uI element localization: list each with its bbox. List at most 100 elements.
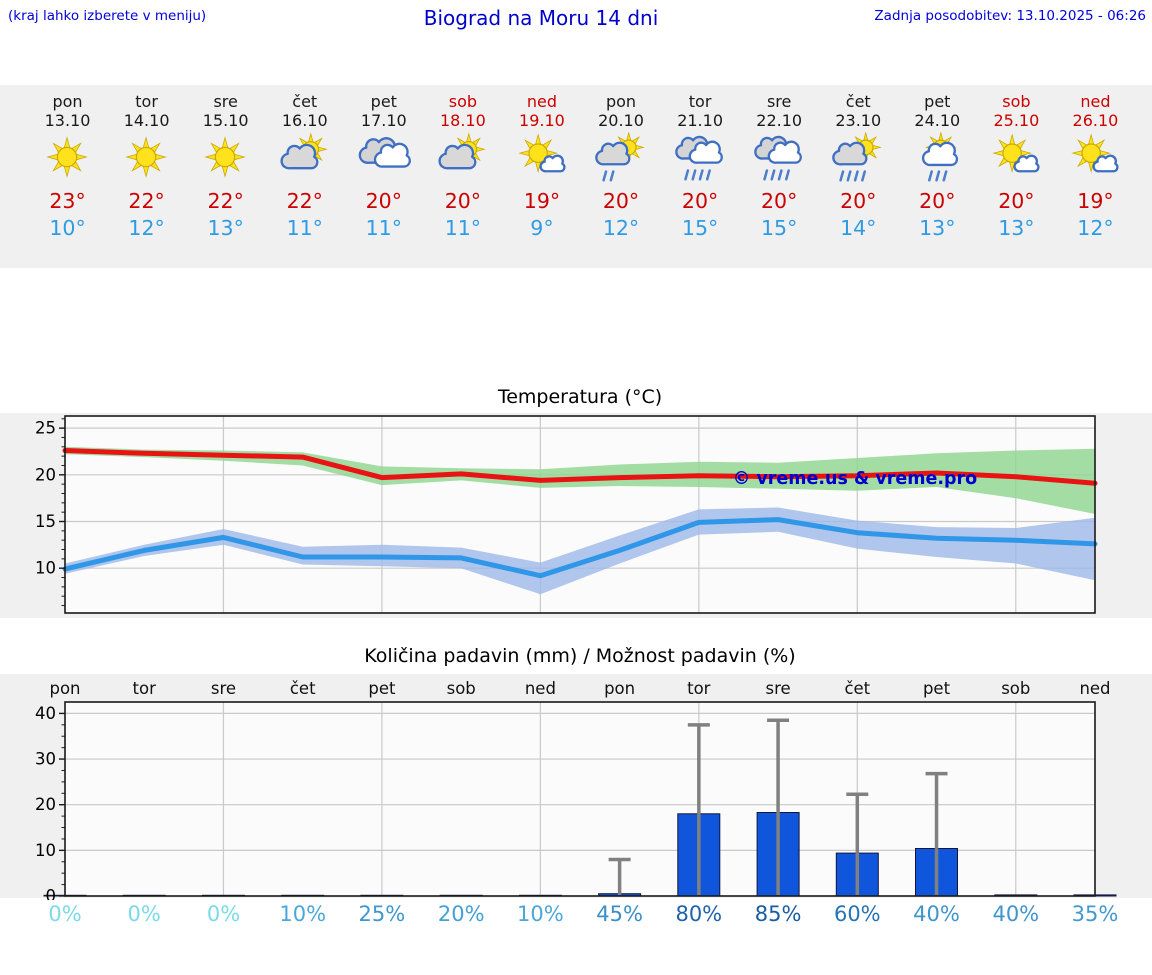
svg-text:pon: pon [49, 679, 80, 698]
precip-probability: 10% [517, 902, 564, 926]
daily-forecast-strip: pon 13.10 23° 10° tor 14.10 22° 12° sre 15.10 22° 1… [0, 85, 1152, 268]
clouds-rain-icon [754, 135, 803, 181]
high-temperature: 20° [840, 189, 877, 213]
precip-probability: 35% [1071, 902, 1119, 926]
high-temperature: 20° [761, 189, 798, 213]
forecast-day-15.10[interactable]: sre 15.10 22° 13° [186, 85, 265, 268]
choose-place-hint[interactable]: (kraj lahko izberete v meniju) [8, 8, 207, 24]
precip-probability: 40% [913, 902, 960, 926]
forecast-day-17.10[interactable]: pet 17.10 20° 11° [344, 85, 423, 268]
day-name: sre [766, 92, 792, 111]
sun-cloud-icon [438, 132, 486, 170]
svg-text:pon: pon [604, 679, 635, 698]
svg-text:tor: tor [687, 679, 711, 698]
low-temperature: 14° [840, 216, 877, 240]
low-temperature: 15° [761, 216, 798, 240]
low-temperature: 9° [530, 216, 554, 240]
svg-text:15: 15 [35, 512, 56, 531]
low-temperature: 15° [681, 216, 719, 240]
day-date: 22.10 [756, 111, 803, 130]
precipitation-probability-row: 0% 0% 0% 10% 25% 20% 10% 45% 80% 85% 60% 40% 40% 35% [0, 899, 1152, 931]
sun-cloud-rain-icon [595, 132, 645, 182]
forecast-day-21.10[interactable]: tor 21.10 20° 15° [661, 85, 740, 268]
high-temperature: 20° [681, 189, 719, 213]
sun-small-cloud-icon [1071, 133, 1119, 174]
forecast-day-25.10[interactable]: sob 25.10 20° 13° [977, 85, 1056, 268]
sun-cloud-rain-icon [832, 132, 882, 182]
day-name: pet [924, 92, 951, 111]
svg-text:ned: ned [525, 679, 556, 698]
precip-probability: 40% [992, 902, 1040, 926]
svg-text:čet: čet [844, 679, 870, 698]
day-name: tor [688, 92, 712, 111]
day-name: pet [370, 92, 397, 111]
precipitation-chart: pon tor sre čet pet sob ned pon tor sre čet pet sob n… [0, 674, 1152, 906]
svg-text:sre: sre [211, 679, 236, 698]
day-name: sob [1002, 92, 1031, 111]
day-date: 25.10 [993, 111, 1040, 130]
forecast-day-26.10[interactable]: ned 26.10 19° 12° [1056, 85, 1135, 268]
svg-text:čet: čet [290, 679, 316, 698]
high-temperature: 19° [1077, 189, 1114, 213]
day-name: ned [526, 92, 558, 111]
precipitation-chart-title: Količina padavin (mm) / Možnost padavin … [364, 645, 796, 667]
high-temperature: 20° [365, 189, 402, 213]
temperature-chart: © vreme.us & vreme.pro 10 15 20 25 [0, 410, 1152, 620]
page-title: Biograd na Moru 14 dni [423, 6, 659, 30]
sun-small-cloud-icon [518, 133, 566, 174]
svg-text:10: 10 [35, 559, 56, 578]
svg-text:ned: ned [1079, 679, 1110, 698]
day-date: 18.10 [439, 111, 486, 130]
forecast-day-24.10[interactable]: pet 24.10 20° 13° [898, 85, 977, 268]
forecast-day-14.10[interactable]: tor 14.10 22° 12° [107, 85, 186, 268]
high-temperature: 22° [128, 189, 165, 213]
low-temperature: 12° [128, 216, 165, 240]
svg-text:sob: sob [1001, 679, 1030, 698]
day-date: 15.10 [202, 111, 249, 130]
forecast-day-18.10[interactable]: sob 18.10 20° 11° [423, 85, 502, 268]
precip-probability: 45% [596, 902, 643, 926]
low-temperature: 13° [998, 216, 1035, 240]
day-date: 21.10 [677, 111, 723, 130]
high-temperature: 22° [286, 189, 323, 213]
forecast-day-22.10[interactable]: sre 22.10 20° 15° [740, 85, 819, 268]
precip-probability: 0% [127, 902, 161, 926]
day-date: 23.10 [835, 111, 882, 130]
sun-whitecloud-rain-icon [922, 132, 959, 182]
low-temperature: 11° [286, 216, 323, 240]
precip-probability: 0% [206, 902, 241, 926]
high-temperature: 19° [523, 189, 561, 213]
day-date: 20.10 [598, 111, 644, 130]
clouds-rain-icon [675, 135, 724, 181]
low-temperature: 13° [919, 216, 956, 240]
day-name: ned [1080, 92, 1111, 111]
low-temperature: 13° [207, 216, 244, 240]
day-name: čet [845, 92, 871, 111]
low-temperature: 11° [444, 216, 482, 240]
precip-probability: 25% [358, 902, 406, 926]
sun-icon [203, 136, 246, 178]
sun-cloud-icon [280, 132, 328, 170]
svg-text:0: 0 [46, 887, 57, 901]
forecast-day-13.10[interactable]: pon 13.10 23° 10° [28, 85, 107, 268]
sun-icon [124, 136, 167, 178]
day-date: 13.10 [44, 111, 91, 130]
high-temperature: 20° [444, 189, 482, 213]
day-date: 14.10 [123, 111, 170, 130]
svg-text:20: 20 [35, 465, 56, 484]
forecast-day-23.10[interactable]: čet 23.10 20° 14° [819, 85, 898, 268]
day-name: čet [292, 92, 318, 111]
forecast-day-19.10[interactable]: ned 19.10 19° 9° [502, 85, 581, 268]
svg-text:tor: tor [133, 679, 157, 698]
precip-probability: 60% [833, 902, 881, 926]
temperature-chart-title: Temperatura (°C) [497, 386, 663, 408]
day-date: 26.10 [1072, 111, 1119, 130]
forecast-day-20.10[interactable]: pon 20.10 20° 12° [581, 85, 660, 268]
precip-probability: 10% [279, 902, 327, 926]
day-date: 19.10 [519, 111, 565, 130]
day-name: sob [448, 92, 478, 111]
sun-icon [45, 136, 88, 178]
forecast-day-16.10[interactable]: čet 16.10 22° 11° [265, 85, 344, 268]
day-name: pon [52, 92, 83, 111]
